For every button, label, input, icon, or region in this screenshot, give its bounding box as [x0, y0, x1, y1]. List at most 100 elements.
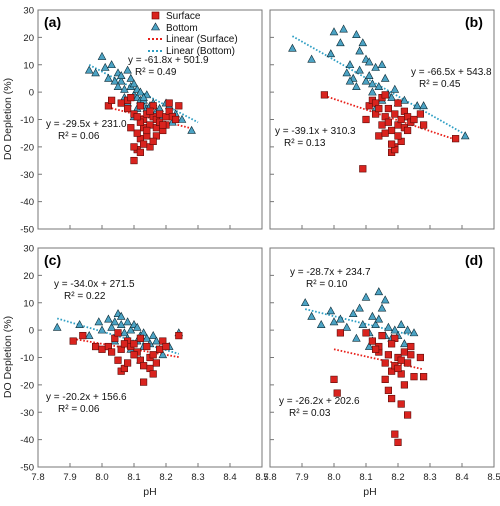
bottom-point — [329, 317, 339, 326]
bottom-point — [123, 317, 132, 326]
bottom-point — [387, 92, 396, 101]
bottom-point — [352, 82, 361, 90]
x-tick-label: 8.3 — [423, 472, 436, 483]
surface-point — [381, 129, 389, 137]
surface-point — [136, 102, 145, 110]
bottom-point — [288, 43, 297, 52]
bottom-point — [390, 84, 400, 93]
panel-d-bottom-equation: y = -28.7x + 234.7 — [290, 267, 371, 278]
surface-point — [320, 91, 329, 99]
panel-b-label: (b) — [465, 14, 483, 30]
surface-point — [416, 110, 425, 118]
panel-d-ticks: 7.8 7.9 8.0 8.1 8.2 8.3 8.4 8.5 — [263, 247, 500, 483]
bottom-point — [364, 57, 374, 66]
bottom-point — [380, 295, 390, 304]
surface-point — [114, 356, 122, 364]
surface-point — [133, 113, 141, 121]
surface-point — [394, 99, 402, 107]
bottom-point — [307, 54, 316, 63]
legend-bottom-label: Bottom — [166, 23, 198, 34]
bottom-point — [358, 320, 368, 328]
bottom-point — [329, 27, 339, 36]
x-tick-label: 8.1 — [359, 472, 372, 483]
surface-point — [175, 102, 183, 110]
surface-point — [124, 104, 132, 113]
surface-point — [108, 348, 116, 356]
bottom-point — [361, 292, 371, 301]
x-tick-label: 7.9 — [63, 472, 76, 483]
bottom-point — [126, 73, 136, 82]
y-tick-label: -20 — [20, 142, 34, 153]
surface-point — [419, 121, 428, 129]
surface-point — [133, 129, 141, 137]
surface-point — [120, 340, 128, 348]
panel-c-bottom-r2: R² = 0.22 — [64, 291, 106, 302]
panel-b-marks — [288, 24, 470, 173]
bottom-point — [139, 92, 148, 101]
surface-point — [149, 351, 157, 359]
bottom-point — [52, 322, 62, 331]
bottom-point — [345, 60, 355, 69]
surface-point — [333, 389, 341, 397]
panel-c-ticks: -50 -40 -30 -20 -10 0 10 20 30 7.8 7.9 8.0 8.1 8.2 8.3… — [20, 244, 268, 484]
bottom-point — [345, 76, 355, 85]
surface-point — [130, 351, 138, 359]
bottom-point — [307, 311, 316, 320]
bottom-point — [374, 82, 384, 90]
bottom-point — [177, 114, 187, 123]
y-tick-label: -10 — [20, 353, 34, 364]
bottom-point — [110, 76, 120, 85]
surface-point — [397, 356, 405, 364]
x-tick-label: 8.4 — [455, 472, 468, 483]
bottom-point — [358, 38, 368, 47]
surface-point — [156, 110, 164, 118]
surface-point — [172, 115, 180, 124]
surface-point — [149, 137, 157, 146]
surface-point — [387, 340, 396, 348]
surface-point — [124, 359, 132, 367]
bottom-point — [94, 317, 104, 326]
surface-point — [384, 118, 393, 126]
panel-c-surface-r2: R² = 0.06 — [58, 404, 100, 415]
surface-point — [381, 359, 389, 367]
bottom-point — [187, 125, 196, 134]
bottom-point — [336, 38, 345, 47]
surface-point — [375, 104, 383, 113]
surface-point — [149, 370, 157, 378]
bottom-point — [75, 320, 84, 328]
x-tick-label: 7.8 — [31, 472, 44, 483]
surface-point — [394, 438, 402, 446]
surface-point — [371, 345, 380, 353]
y-tick-label: 0 — [29, 88, 34, 99]
surface-point — [143, 126, 151, 135]
y-tick-label: -10 — [20, 115, 34, 126]
surface-point — [156, 345, 164, 353]
y-tick-label: 10 — [23, 298, 34, 309]
bottom-point — [129, 79, 139, 88]
panel-b-surface-equation: y = -39.1x + 310.3 — [275, 126, 356, 137]
x-tick-label: 8.3 — [191, 472, 204, 483]
surface-point — [368, 337, 377, 345]
surface-point — [403, 126, 412, 135]
surface-point — [117, 99, 125, 107]
y-tick-label: -30 — [20, 170, 34, 181]
bottom-point — [400, 95, 409, 104]
bottom-point — [384, 322, 393, 331]
surface-point — [140, 140, 148, 148]
bottom-point — [364, 341, 374, 350]
surface-point — [108, 96, 116, 104]
legend: Surface Bottom Linear (Surface) Linear (… — [148, 11, 238, 57]
bottom-point — [152, 336, 161, 345]
bottom-point — [104, 73, 113, 82]
panel-c-ylabel: DO Depletion (%) — [2, 316, 14, 398]
bottom-point — [368, 79, 377, 88]
surface-point — [410, 373, 418, 381]
surface-point — [400, 381, 409, 389]
y-tick-label: 20 — [23, 33, 34, 44]
bottom-point — [120, 84, 129, 93]
bottom-point — [113, 82, 123, 90]
y-tick-label: -50 — [20, 463, 34, 474]
bottom-point — [326, 306, 336, 315]
surface-point — [378, 121, 386, 129]
panel-d-marks — [300, 287, 428, 446]
